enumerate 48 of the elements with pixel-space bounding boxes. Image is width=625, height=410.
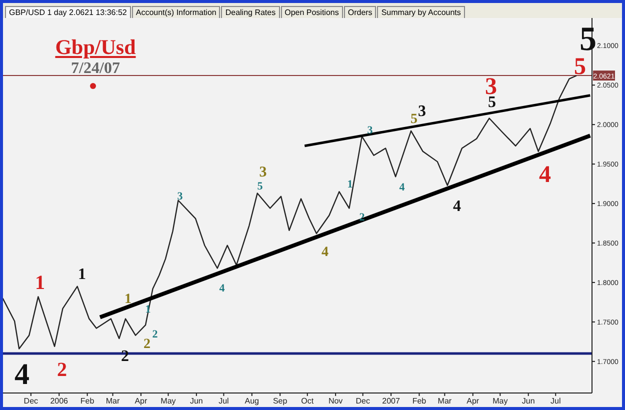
annotation: 4 [219,282,225,294]
annotation: 1 [347,178,353,190]
annotation: 1 [124,292,132,307]
x-tick-label: Jun [522,396,535,406]
annotation: 1 [78,266,86,283]
x-tick-label: May [160,396,176,406]
annotation: 5 [257,180,263,192]
x-tick-label: Feb [80,396,95,406]
annotation: 3 [177,190,183,202]
annotation: 1 [35,272,45,294]
text: Account(s) Information [132,6,220,18]
text: Summary by Accounts [377,6,465,18]
annotation: 5 [574,54,586,80]
annotation: 2 [152,328,158,340]
x-tick-label: Feb [412,396,427,406]
text: 7/24/07 [70,60,121,78]
x-tick-label: 2007 [382,396,400,406]
annotation: 2 [57,359,67,381]
x-tick-label: Mar [438,396,452,406]
text: Gbp/Usd [54,35,137,60]
annotation: 4 [539,162,551,188]
annotation: 4 [453,198,461,215]
x-tick-label: Apr [134,396,148,406]
x-tick-label: Aug [244,396,260,406]
x-tick-label: Jun [190,396,203,406]
text: Open Positions [280,6,343,18]
line-series [3,75,578,350]
annotation: 4 [322,245,328,260]
annotation: 2 [144,337,150,352]
x-tick-label: Jul [218,396,230,406]
annotation: 5 [410,112,418,127]
annotation: 3 [418,103,426,120]
x-tick-label: Jul [550,396,561,406]
x-tick-label: Sep [272,396,288,406]
annotation: 4 [399,182,405,194]
annotation: 3 [259,164,267,180]
x-tick-label: Mar [106,396,120,406]
x-tick-label: Dec [24,396,38,406]
x-tick-label: Apr [466,396,480,406]
x-tick-label: Dec [356,396,370,406]
annotation: 4 [14,358,30,391]
text: GBP/USD 1 day 2.0621 13:36:52 [5,6,131,18]
x-tick-label: May [492,396,508,406]
text: Orders [344,6,376,18]
text: Dealing Rates [221,6,280,18]
x-tick-label: Nov [328,396,343,406]
x-tick-label: Oct [301,396,314,406]
x-tick-label: 2006 [50,396,69,406]
